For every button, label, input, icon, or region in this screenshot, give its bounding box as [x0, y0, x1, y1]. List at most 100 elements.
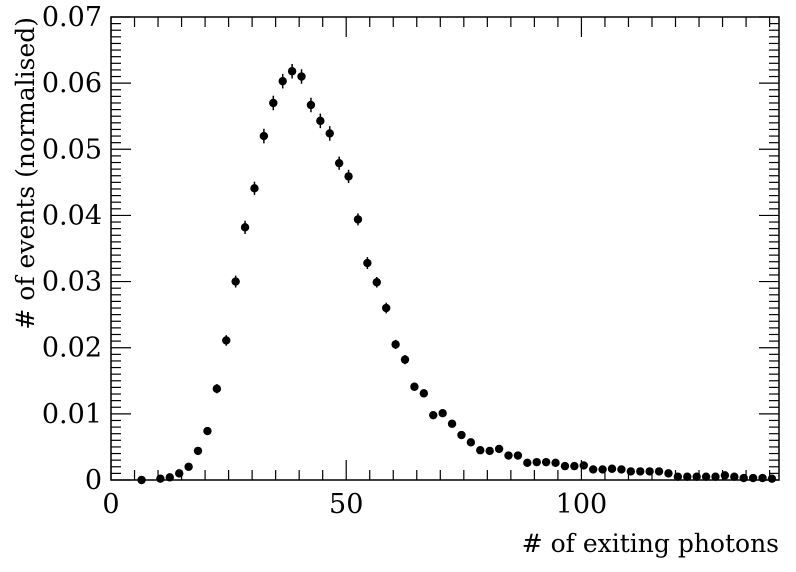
data-point — [767, 474, 777, 483]
data-point — [570, 461, 579, 471]
marker — [485, 446, 494, 456]
marker — [476, 446, 485, 455]
data-point — [588, 465, 598, 474]
marker — [636, 467, 645, 476]
data-point — [259, 128, 269, 144]
data-point — [523, 458, 532, 468]
marker — [438, 408, 447, 418]
data-point — [391, 339, 400, 350]
marker — [372, 278, 381, 287]
data-point — [711, 472, 720, 481]
marker — [654, 467, 664, 476]
data-point — [269, 95, 278, 111]
plot-frame — [110, 16, 780, 481]
data-point — [607, 464, 617, 473]
data-point — [683, 472, 692, 481]
marker — [504, 451, 513, 460]
data-point — [438, 408, 447, 418]
data-point — [579, 461, 588, 470]
data-point — [485, 446, 494, 456]
marker — [701, 472, 711, 481]
y-tick-label: 0.07 — [42, 2, 102, 33]
marker — [551, 458, 560, 468]
marker — [598, 465, 607, 474]
marker — [203, 426, 212, 436]
data-point — [617, 465, 626, 474]
marker — [532, 457, 541, 467]
marker — [400, 355, 410, 364]
y-tick-label: 0.01 — [42, 399, 102, 430]
y-tick-label: 0.04 — [42, 200, 102, 231]
data-point — [212, 384, 222, 394]
data-point — [673, 472, 683, 481]
y-tick-label: 0.05 — [42, 134, 102, 165]
data-point — [541, 457, 551, 467]
marker — [588, 465, 598, 474]
x-tick-label: 50 — [329, 489, 363, 520]
marker — [673, 472, 683, 481]
data-point — [532, 457, 541, 467]
marker — [523, 458, 532, 468]
marker — [363, 258, 372, 268]
marker — [193, 446, 203, 456]
marker — [645, 467, 654, 476]
marker — [184, 462, 193, 471]
data-point — [457, 430, 466, 440]
data-point — [494, 444, 504, 454]
data-point — [664, 469, 673, 478]
data-point — [287, 63, 297, 79]
marker — [231, 277, 240, 286]
data-point — [636, 467, 645, 476]
marker — [325, 129, 334, 138]
marker — [607, 464, 617, 473]
marker — [316, 116, 325, 126]
marker — [353, 215, 363, 224]
marker — [664, 469, 673, 478]
marker — [513, 451, 523, 460]
data-point — [400, 354, 410, 365]
marker — [626, 467, 636, 476]
data-point — [353, 213, 363, 226]
data-point — [231, 275, 240, 288]
marker — [222, 336, 231, 345]
data-point — [372, 276, 381, 288]
marker — [240, 223, 250, 232]
y-tick-label: 0.06 — [42, 68, 102, 99]
marker — [447, 419, 457, 428]
data-point — [645, 467, 654, 476]
marker — [758, 473, 767, 483]
marker — [410, 382, 419, 391]
data-point — [692, 472, 701, 481]
data-point — [626, 467, 636, 476]
data-point — [175, 469, 184, 478]
marker — [278, 76, 287, 86]
data-point — [316, 113, 325, 129]
data-point — [720, 471, 730, 480]
data-point — [325, 126, 334, 141]
data-point — [730, 472, 739, 481]
data-point — [551, 458, 560, 468]
x-tick-label: 0 — [102, 489, 119, 520]
data-point — [193, 446, 203, 456]
marker — [730, 472, 739, 481]
marker — [767, 474, 777, 483]
marker — [466, 438, 476, 447]
data-point — [381, 302, 391, 314]
marker — [344, 172, 353, 181]
data-point — [560, 461, 570, 471]
marker — [212, 384, 222, 393]
data-point — [222, 335, 231, 346]
marker — [692, 472, 701, 481]
data-point — [466, 438, 476, 447]
marker — [560, 461, 570, 471]
marker — [570, 461, 579, 471]
data-point — [739, 473, 748, 483]
y-tick-label: 0.03 — [42, 267, 102, 298]
data-point — [701, 472, 711, 481]
marker — [494, 444, 504, 454]
x-axis-label: # of exiting photons — [522, 529, 779, 558]
marker — [391, 340, 400, 349]
data-point — [156, 474, 165, 483]
data-point — [306, 97, 316, 113]
